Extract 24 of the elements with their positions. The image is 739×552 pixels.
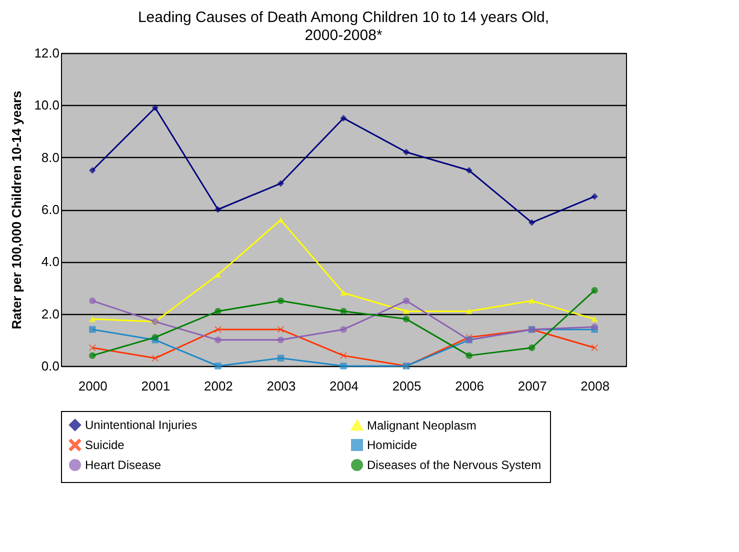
legend-label: Malignant Neoplasm bbox=[367, 418, 476, 432]
x-tick-label: 2002 bbox=[204, 378, 233, 394]
x-tick-label: 2008 bbox=[580, 378, 610, 394]
chart-title: Leading Causes of Death Among Children 10 to 14 years Old, 2000-2008* bbox=[138, 9, 550, 44]
legend-label: Homicide bbox=[367, 438, 418, 452]
x-tick-label: 2005 bbox=[392, 378, 422, 394]
y-tick-label: 4.0 bbox=[41, 254, 60, 270]
y-tick-label: 8.0 bbox=[41, 150, 60, 165]
y-tick-label: 6.0 bbox=[41, 202, 60, 217]
legend-label: Heart Disease bbox=[85, 458, 162, 472]
y-tick-label: 12.0 bbox=[34, 46, 60, 60]
y-tick-label: 0.0 bbox=[41, 358, 60, 374]
legend-label: Diseases of the Nervous System bbox=[367, 458, 542, 472]
y-tick-label: 2.0 bbox=[41, 306, 60, 322]
y-axis-title: Rater per 100,000 Children 10-14 years bbox=[9, 90, 24, 330]
x-tick-label: 2003 bbox=[266, 378, 296, 394]
legend-label: Suicide bbox=[85, 438, 125, 452]
x-tick-label: 2001 bbox=[141, 378, 170, 394]
x-tick-label: 2000 bbox=[78, 378, 108, 394]
x-tick-label: 2004 bbox=[330, 378, 358, 394]
y-tick-label: 10.0 bbox=[34, 98, 60, 113]
x-tick-label: 2006 bbox=[455, 378, 484, 394]
x-tick-label: 2007 bbox=[518, 378, 547, 394]
legend-label: Unintentional Injuries bbox=[85, 418, 198, 432]
